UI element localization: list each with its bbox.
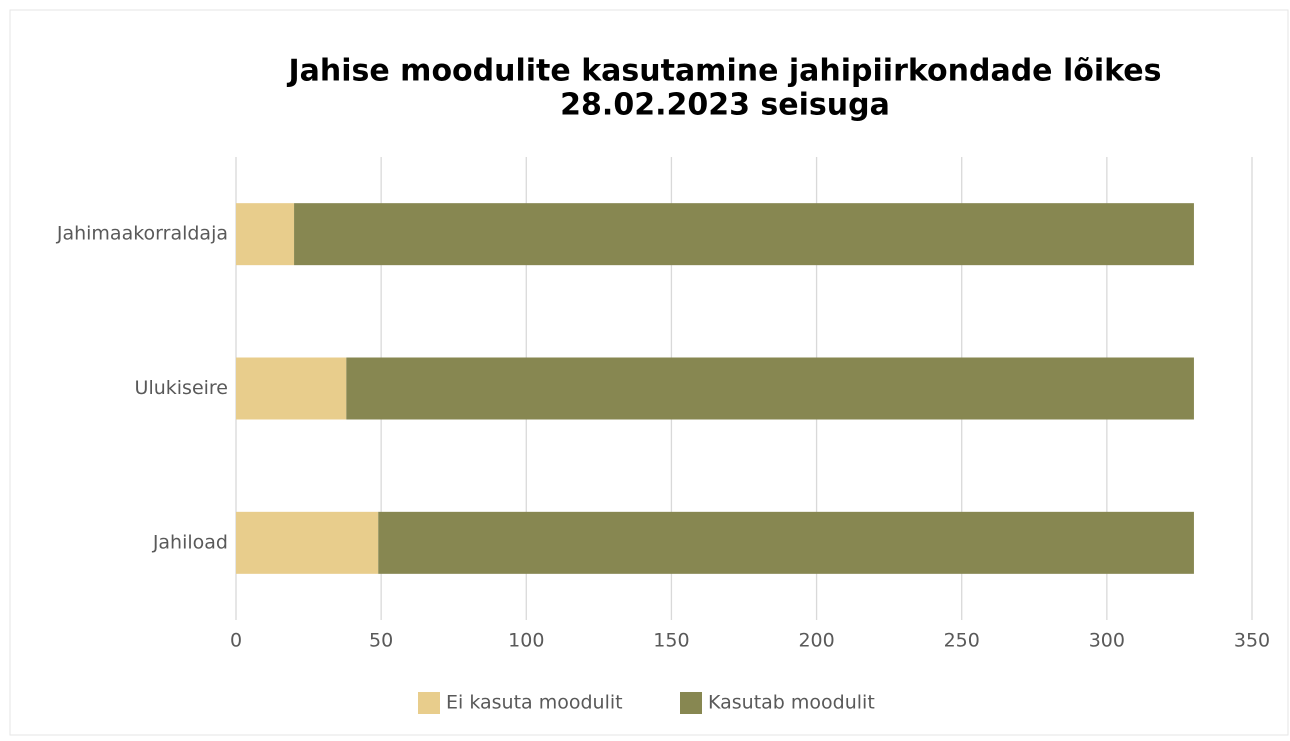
x-tick-label: 200 <box>798 630 834 652</box>
bar-segment <box>236 511 379 574</box>
legend-swatch <box>680 692 702 714</box>
chart-subtitle: 28.02.2023 seisuga <box>560 88 890 123</box>
x-tick-label: 250 <box>944 630 980 652</box>
chart-title: Jahise moodulite kasutamine jahipiirkond… <box>286 54 1161 89</box>
x-tick-label: 100 <box>508 630 544 652</box>
legend-swatch <box>418 692 440 714</box>
y-tick-label: Ulukiseire <box>135 377 228 399</box>
bar-segment <box>236 203 295 266</box>
legend-label: Ei kasuta moodulit <box>446 692 623 714</box>
bar-segment <box>236 357 347 420</box>
x-tick-label: 0 <box>230 630 242 652</box>
bar-segment <box>294 203 1194 266</box>
x-tick-label: 300 <box>1089 630 1125 652</box>
x-tick-label: 350 <box>1234 630 1270 652</box>
y-tick-label: Jahiload <box>152 531 228 553</box>
legend-label: Kasutab moodulit <box>708 692 875 714</box>
bar-segment <box>378 511 1194 574</box>
y-tick-label: Jahimaakorraldaja <box>56 223 228 245</box>
x-tick-label: 150 <box>653 630 689 652</box>
bar-segment <box>346 357 1194 420</box>
x-tick-label: 50 <box>369 630 393 652</box>
